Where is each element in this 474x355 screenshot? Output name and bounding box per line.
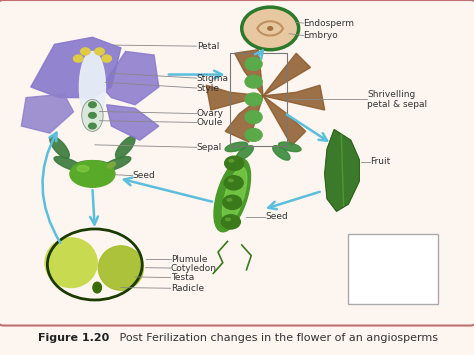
- Ellipse shape: [82, 99, 103, 131]
- Circle shape: [245, 129, 262, 141]
- Ellipse shape: [228, 179, 233, 182]
- Text: Style: Style: [197, 83, 220, 93]
- Bar: [230, 53, 287, 146]
- FancyArrowPatch shape: [268, 192, 319, 209]
- Text: Petal: Petal: [197, 42, 219, 51]
- Circle shape: [245, 75, 262, 88]
- Ellipse shape: [222, 168, 247, 223]
- Ellipse shape: [93, 282, 101, 293]
- Circle shape: [89, 113, 96, 118]
- Circle shape: [223, 195, 242, 209]
- Circle shape: [89, 123, 96, 129]
- Circle shape: [245, 58, 262, 70]
- Circle shape: [102, 55, 111, 62]
- Ellipse shape: [236, 146, 254, 160]
- Ellipse shape: [214, 159, 251, 232]
- Ellipse shape: [108, 162, 115, 168]
- Ellipse shape: [70, 160, 115, 187]
- Text: Sepal: Sepal: [197, 143, 222, 152]
- Text: Plumule: Plumule: [171, 255, 207, 264]
- Circle shape: [81, 48, 90, 55]
- Bar: [348, 234, 438, 304]
- Text: Testa: Testa: [171, 273, 194, 282]
- Polygon shape: [31, 37, 121, 98]
- Ellipse shape: [227, 199, 232, 201]
- Ellipse shape: [77, 165, 89, 172]
- Ellipse shape: [116, 136, 135, 158]
- Circle shape: [95, 48, 104, 55]
- Ellipse shape: [273, 146, 290, 160]
- Circle shape: [245, 93, 262, 106]
- Ellipse shape: [45, 238, 97, 288]
- Polygon shape: [235, 50, 263, 96]
- Polygon shape: [107, 105, 159, 140]
- Ellipse shape: [229, 159, 234, 162]
- Text: Seed: Seed: [133, 171, 155, 180]
- FancyArrowPatch shape: [43, 133, 60, 242]
- FancyArrowPatch shape: [287, 114, 327, 141]
- Text: Fruit: Fruit: [370, 157, 390, 166]
- Circle shape: [89, 102, 96, 108]
- Text: Ovule: Ovule: [197, 118, 223, 127]
- Polygon shape: [102, 51, 159, 105]
- Polygon shape: [325, 130, 359, 211]
- Text: Post Ferilization changes in the flower of an angiosperms: Post Ferilization changes in the flower …: [116, 333, 438, 343]
- Polygon shape: [21, 94, 73, 133]
- Text: Radicle: Radicle: [171, 284, 204, 293]
- Ellipse shape: [50, 136, 69, 158]
- Ellipse shape: [225, 142, 247, 152]
- Text: Ovary: Ovary: [197, 109, 224, 118]
- Text: Shrivelling
petal & sepal: Shrivelling petal & sepal: [367, 90, 428, 109]
- Ellipse shape: [101, 157, 131, 171]
- Text: Figure 1.20: Figure 1.20: [38, 333, 109, 343]
- Ellipse shape: [54, 157, 83, 171]
- Polygon shape: [263, 53, 310, 96]
- Polygon shape: [263, 85, 325, 110]
- FancyArrowPatch shape: [169, 71, 222, 78]
- FancyArrowPatch shape: [90, 190, 98, 224]
- Circle shape: [221, 215, 240, 229]
- FancyArrowPatch shape: [255, 50, 263, 59]
- Circle shape: [268, 27, 273, 30]
- FancyArrowPatch shape: [124, 178, 212, 202]
- Ellipse shape: [226, 218, 230, 220]
- Ellipse shape: [279, 142, 301, 152]
- Text: Cotyledon: Cotyledon: [171, 263, 217, 273]
- Text: Seed: Seed: [265, 212, 288, 221]
- Circle shape: [224, 176, 243, 190]
- Text: Stigma: Stigma: [197, 73, 229, 83]
- Ellipse shape: [76, 160, 109, 170]
- Polygon shape: [225, 96, 263, 142]
- FancyBboxPatch shape: [0, 0, 474, 326]
- Polygon shape: [263, 96, 306, 146]
- Circle shape: [242, 7, 299, 50]
- Text: Embryo: Embryo: [303, 31, 338, 40]
- Polygon shape: [206, 85, 263, 110]
- Text: Endosperm: Endosperm: [303, 18, 355, 28]
- Circle shape: [245, 111, 262, 124]
- Circle shape: [225, 156, 244, 170]
- Ellipse shape: [80, 51, 105, 122]
- Circle shape: [73, 55, 83, 62]
- Ellipse shape: [99, 246, 143, 290]
